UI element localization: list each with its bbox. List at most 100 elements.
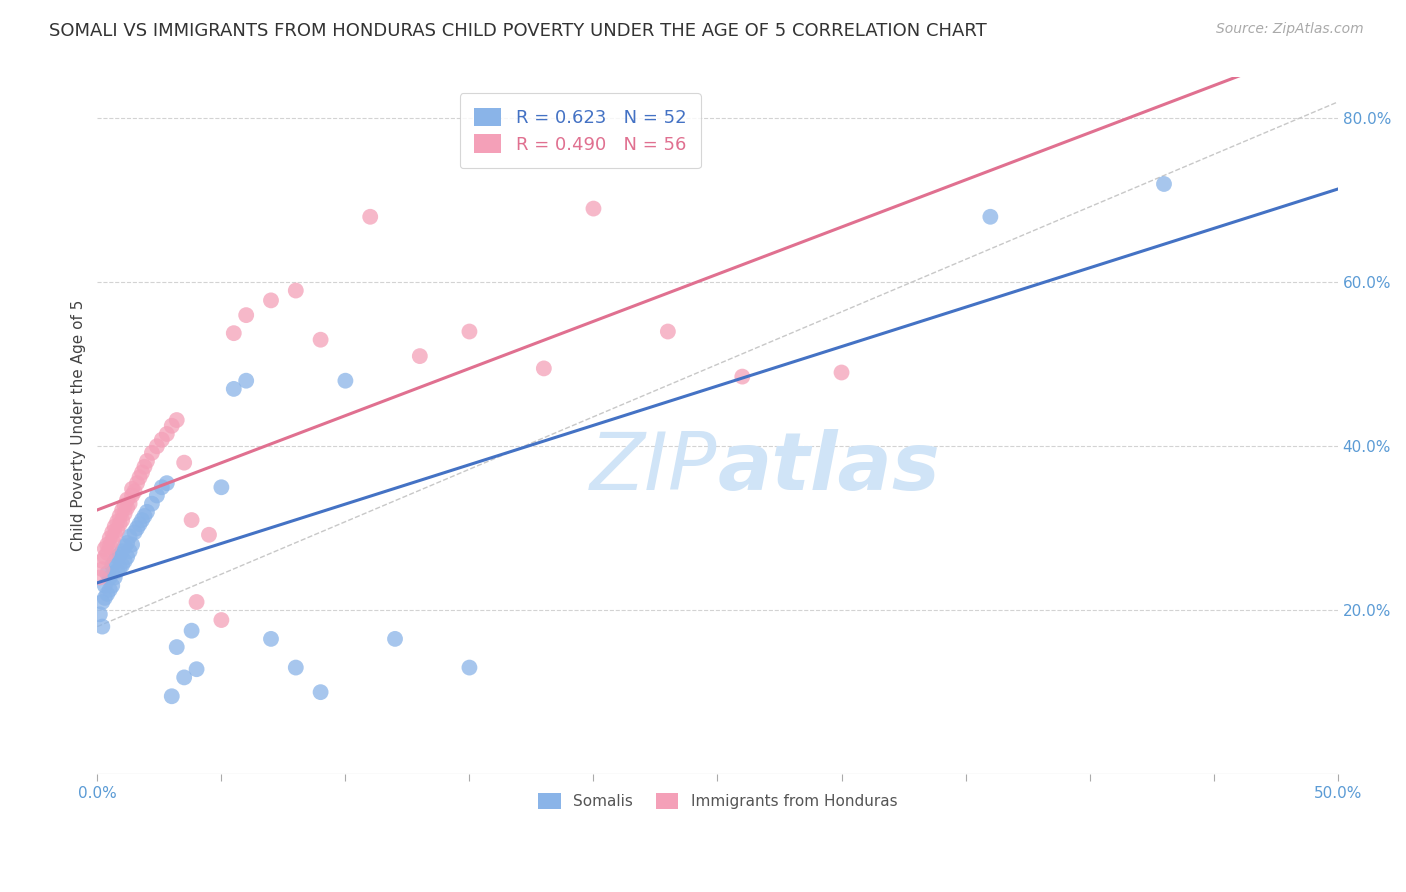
Point [235,308,257,322]
Point [173,456,195,470]
Point [458,325,481,339]
Point [731,369,754,384]
Point [104,519,127,533]
Point [94,549,117,564]
Legend: Somalis, Immigrants from Honduras: Somalis, Immigrants from Honduras [531,787,904,815]
Point [335,374,357,388]
Text: Source: ZipAtlas.com: Source: ZipAtlas.com [1216,22,1364,37]
Point [309,333,332,347]
Point [94,541,117,556]
Point [91,562,114,576]
Point [136,505,159,519]
Point [128,470,150,484]
Point [160,690,183,704]
Point [108,560,131,574]
Point [121,482,143,496]
Text: SOMALI VS IMMIGRANTS FROM HONDURAS CHILD POVERTY UNDER THE AGE OF 5 CORRELATION : SOMALI VS IMMIGRANTS FROM HONDURAS CHILD… [49,22,987,40]
Point [409,349,432,363]
Point [146,439,169,453]
Point [235,374,257,388]
Point [115,492,138,507]
Point [141,497,163,511]
Point [657,325,679,339]
Point [186,595,208,609]
Point [105,564,128,578]
Point [160,418,183,433]
Point [131,466,153,480]
Point [98,570,121,584]
Point [260,632,283,646]
Point [124,525,146,540]
Point [115,500,138,515]
Point [98,539,121,553]
Point [91,595,114,609]
Point [359,210,381,224]
Point [118,529,141,543]
Point [111,544,134,558]
Point [98,582,121,597]
Point [89,607,111,622]
Point [104,570,127,584]
Point [979,210,1001,224]
Point [118,497,141,511]
Point [146,488,169,502]
Point [94,591,117,605]
Point [121,538,143,552]
Point [166,413,188,427]
Point [166,640,188,654]
Point [186,662,208,676]
Point [458,660,481,674]
Point [114,498,136,512]
Point [128,517,150,532]
Point [284,284,307,298]
Point [114,507,136,521]
Point [96,538,118,552]
Point [124,484,146,499]
Point [136,454,159,468]
Point [118,544,141,558]
Point [111,513,134,527]
Y-axis label: Child Poverty Under the Age of 5: Child Poverty Under the Age of 5 [72,300,86,551]
Point [150,480,173,494]
Point [114,554,136,568]
Point [121,488,143,502]
Point [198,528,221,542]
Point [141,446,163,460]
Point [180,513,202,527]
Point [222,326,245,341]
Point [134,459,156,474]
Point [96,587,118,601]
Point [222,382,245,396]
Point [101,558,124,573]
Point [108,548,131,562]
Point [89,570,111,584]
Point [101,579,124,593]
Point [115,549,138,564]
Point [384,632,406,646]
Point [180,624,202,638]
Point [533,361,555,376]
Point [111,503,134,517]
Point [1153,177,1175,191]
Point [156,427,179,442]
Point [582,202,605,216]
Point [284,660,307,674]
Point [96,566,118,581]
Point [104,528,127,542]
Point [260,293,283,308]
Text: atlas: atlas [717,428,941,507]
Point [105,523,128,537]
Point [98,531,121,545]
Point [108,517,131,532]
Point [309,685,332,699]
Point [94,579,117,593]
Point [105,515,128,529]
Point [125,521,148,535]
Point [91,554,114,568]
Point [108,508,131,523]
Point [115,536,138,550]
Point [91,619,114,633]
Point [101,533,124,548]
Point [105,549,128,564]
Text: ZIP: ZIP [591,428,717,507]
